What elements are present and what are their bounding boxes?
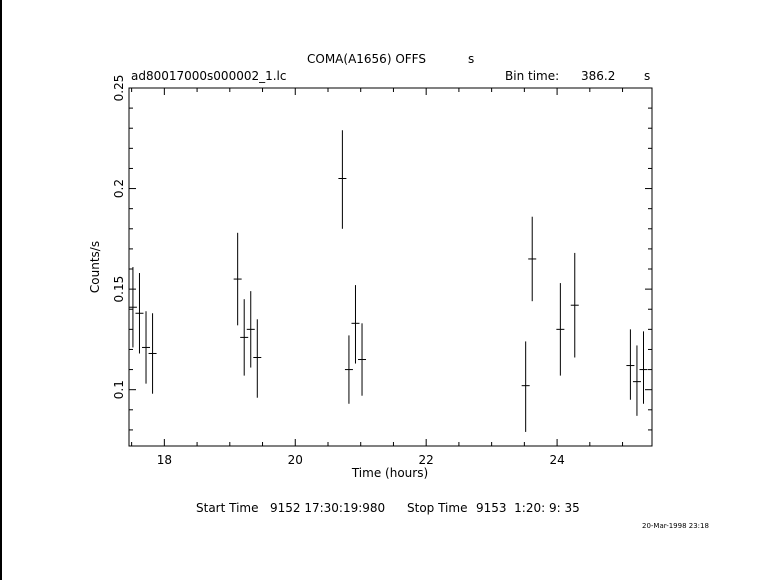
start-time-label: Start Time (196, 501, 259, 515)
data-point (570, 252, 579, 358)
x-tick-label: 18 (157, 453, 172, 467)
start-time-value: 9152 17:30:19:980 (270, 501, 385, 515)
plot-timestamp: 20-Mar-1998 23:18 (642, 522, 709, 530)
data-point (240, 299, 249, 376)
data-point (358, 323, 367, 396)
y-tick-label: 0.2 (112, 179, 126, 198)
data-point (639, 331, 648, 404)
x-tick-label: 22 (419, 453, 434, 467)
data-point (338, 130, 347, 229)
data-point (148, 313, 157, 394)
x-tick-label: 24 (549, 453, 564, 467)
plot-frame (128, 87, 653, 447)
data-point (233, 232, 242, 326)
data-point (142, 311, 151, 384)
axis-ticks: 18 20 22 24 0.1 0.15 0.2 0.25 (112, 75, 652, 467)
bin-time-unit: s (644, 69, 650, 83)
y-tick-label: 0.1 (112, 380, 126, 399)
stop-time-label: Stop Time (407, 501, 467, 515)
data-point (626, 329, 635, 400)
y-tick-label: 0.15 (112, 276, 126, 303)
chart-title: COMA(A1656) OFFS (307, 52, 426, 66)
data-point (246, 291, 255, 368)
data-point (521, 341, 530, 432)
data-points (128, 130, 648, 432)
x-axis-title: Time (hours) (351, 466, 428, 480)
bin-time-value: 386.2 (581, 69, 615, 83)
data-point (253, 319, 262, 398)
data-point (632, 345, 641, 416)
data-point (135, 273, 144, 354)
data-point (344, 335, 353, 404)
data-point (351, 285, 360, 364)
window-frame-edge (0, 0, 2, 580)
y-tick-label: 0.25 (112, 75, 126, 102)
stop-time-value: 9153 1:20: 9: 35 (476, 501, 580, 515)
x-tick-label: 20 (288, 453, 303, 467)
file-label: ad80017000s000002_1.lc (131, 69, 287, 83)
data-point (128, 267, 137, 348)
chart-title-suffix: s (468, 52, 474, 66)
data-point (556, 283, 565, 376)
data-point (528, 216, 537, 302)
y-axis-title: Counts/s (88, 241, 102, 293)
bin-time-label: Bin time: (505, 69, 559, 83)
